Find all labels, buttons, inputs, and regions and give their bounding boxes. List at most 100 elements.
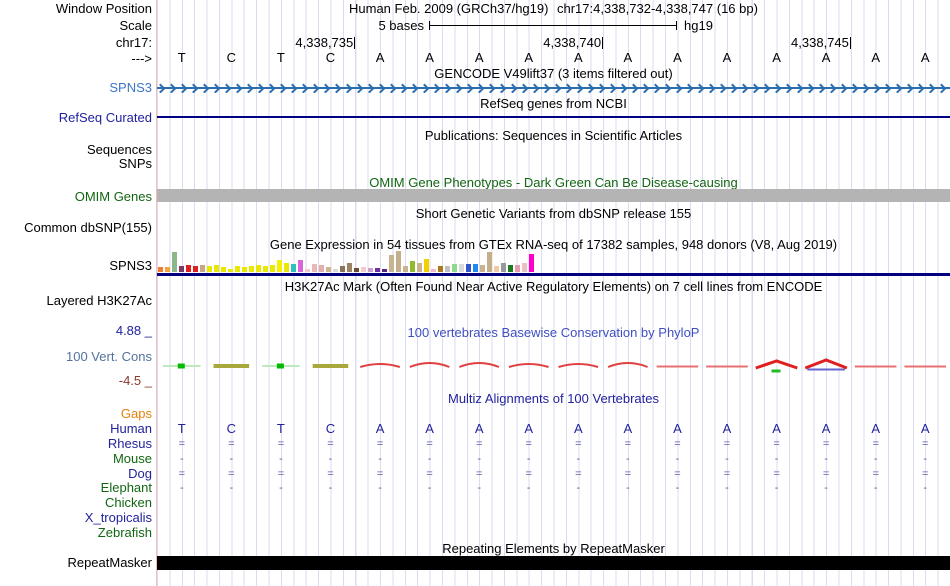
gtex-tissue-bar[interactable] xyxy=(158,267,163,272)
gtex-tissue-bar[interactable] xyxy=(354,268,359,272)
gtex-tissue-bar[interactable] xyxy=(193,266,198,272)
right-arrow-icon xyxy=(672,83,683,93)
alignment-mark-row[interactable]: = = = = = = = = = = = = = = = = xyxy=(157,438,950,451)
gtex-tissue-bar[interactable] xyxy=(305,269,310,272)
gtex-expression-bars[interactable] xyxy=(158,250,950,272)
gtex-tissue-bar[interactable] xyxy=(452,264,457,272)
gtex-tissue-bar[interactable] xyxy=(522,263,527,272)
right-arrow-icon xyxy=(364,83,375,93)
base-letter: A xyxy=(425,50,434,65)
gtex-tissue-bar[interactable] xyxy=(228,269,233,272)
gtex-tissue-bar[interactable] xyxy=(242,267,247,272)
gtex-tissue-bar[interactable] xyxy=(347,263,352,272)
gtex-tissue-bar[interactable] xyxy=(284,263,289,272)
alignment-mark: - xyxy=(328,453,333,465)
gtex-tissue-bar[interactable] xyxy=(459,264,464,272)
gtex-tissue-bar[interactable] xyxy=(487,252,492,272)
snps-label: SNPs xyxy=(118,156,152,171)
gtex-tissue-bar[interactable] xyxy=(256,265,261,272)
window-position-label: Window Position xyxy=(55,1,152,16)
base-letter: A xyxy=(375,421,385,436)
right-arrow-icon xyxy=(925,83,936,93)
gtex-tissue-bar[interactable] xyxy=(186,265,191,272)
gtex-tissue-bar[interactable] xyxy=(249,266,254,272)
track-title-refseq: RefSeq genes from NCBI xyxy=(480,96,627,111)
gtex-tissue-bar[interactable] xyxy=(396,251,401,272)
right-arrow-icon xyxy=(661,83,672,93)
right-arrow-icon xyxy=(870,83,881,93)
right-arrow-icon xyxy=(804,83,815,93)
gtex-tissue-bar[interactable] xyxy=(445,266,450,272)
gtex-tissue-bar[interactable] xyxy=(277,260,282,272)
right-arrow-icon xyxy=(617,83,628,93)
alignment-mark: = xyxy=(822,438,830,450)
alignment-mark: = xyxy=(426,438,433,450)
gtex-tissue-bar[interactable] xyxy=(473,264,478,272)
gtex-tissue-bar[interactable] xyxy=(179,266,184,272)
gtex-tissue-bar[interactable] xyxy=(319,265,324,272)
omim-genes-bar[interactable] xyxy=(157,189,950,202)
base-letter: A xyxy=(821,50,831,65)
gtex-tissue-bar[interactable] xyxy=(431,269,436,272)
right-arrow-icon xyxy=(221,83,232,93)
omim-genes-label: OMIM Genes xyxy=(74,189,152,204)
alignment-mark: - xyxy=(675,482,680,494)
gtex-tissue-bar[interactable] xyxy=(200,265,205,272)
conservation-wiggle[interactable] xyxy=(157,352,950,380)
gtex-tissue-bar[interactable] xyxy=(368,268,373,272)
right-arrow-icon xyxy=(936,83,947,93)
gtex-tissue-bar[interactable] xyxy=(466,264,471,272)
gtex-tissue-bar[interactable] xyxy=(298,260,303,272)
scale-bar-right-tick xyxy=(676,21,677,30)
alignment-mark: - xyxy=(526,453,531,465)
right-arrow-icon xyxy=(782,83,793,93)
gtex-tissue-bar[interactable] xyxy=(361,267,366,272)
gtex-tissue-bar[interactable] xyxy=(207,266,212,272)
gtex-tissue-bar[interactable] xyxy=(529,254,534,272)
gtex-tissue-bar[interactable] xyxy=(508,265,513,272)
gtex-tissue-bar[interactable] xyxy=(403,266,408,272)
gtex-tissue-bar[interactable] xyxy=(424,259,429,272)
right-arrow-icon xyxy=(540,83,551,93)
alignment-mark: - xyxy=(725,482,729,494)
refseq-curated-line[interactable] xyxy=(157,116,950,118)
track-title-h3k27ac: H3K27Ac Mark (Often Found Near Active Re… xyxy=(284,279,823,294)
right-arrow-icon xyxy=(276,83,287,93)
right-arrow-icon xyxy=(903,83,914,93)
gtex-tissue-bar[interactable] xyxy=(382,269,387,272)
gtex-tissue-bar[interactable] xyxy=(494,266,499,272)
gtex-tissue-bar[interactable] xyxy=(340,266,345,272)
gtex-tissue-bar[interactable] xyxy=(333,269,338,272)
gtex-baseline xyxy=(157,273,950,276)
gtex-tissue-bar[interactable] xyxy=(312,264,317,272)
gencode-transcript-line[interactable] xyxy=(157,87,950,89)
gtex-tissue-bar[interactable] xyxy=(270,265,275,272)
species-label: Mouse xyxy=(112,451,152,466)
gtex-tissue-bar[interactable] xyxy=(326,267,331,272)
repeatmasker-bar[interactable] xyxy=(157,556,950,570)
gtex-tissue-bar[interactable] xyxy=(291,264,296,272)
gtex-tissue-bar[interactable] xyxy=(438,266,443,272)
gtex-tissue-bar[interactable] xyxy=(214,265,219,272)
alignment-mark-row[interactable]: = = = = = = = = = = = = = = = = xyxy=(157,468,950,481)
gtex-tissue-bar[interactable] xyxy=(515,265,520,272)
gtex-tissue-bar[interactable] xyxy=(172,252,177,272)
right-arrow-icon xyxy=(188,83,199,93)
alignment-mark: - xyxy=(477,482,481,494)
gtex-tissue-bar[interactable] xyxy=(480,265,485,272)
gtex-tissue-bar[interactable] xyxy=(375,268,380,272)
alignment-mark-row[interactable]: ---------------- xyxy=(157,453,950,466)
alignment-mark: = xyxy=(822,468,830,480)
gtex-tissue-bar[interactable] xyxy=(501,263,506,272)
gtex-tissue-bar[interactable] xyxy=(410,261,415,272)
gtex-tissue-bar[interactable] xyxy=(389,255,394,272)
gtex-tissue-bar[interactable] xyxy=(165,267,170,272)
gencode-transcript-arrows[interactable] xyxy=(157,83,950,93)
gtex-tissue-bar[interactable] xyxy=(221,267,226,272)
gtex-tissue-bar[interactable] xyxy=(263,266,268,272)
alignment-mark-row[interactable]: ---------------- xyxy=(157,482,950,495)
gtex-tissue-bar[interactable] xyxy=(417,263,422,272)
gtex-tissue-bar[interactable] xyxy=(235,266,240,272)
base-letter: A xyxy=(920,421,930,436)
